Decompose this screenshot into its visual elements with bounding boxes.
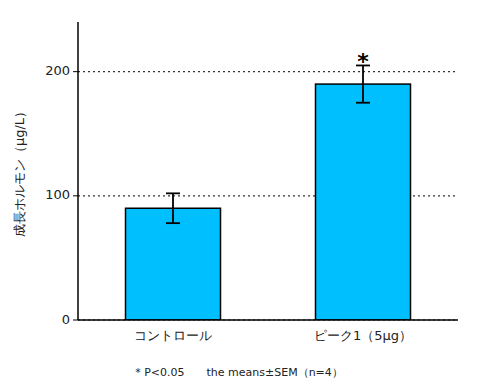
- y-tick-label: 200: [45, 63, 70, 78]
- chart-svg: 0 100 200 コントロール ピーク1（5μg） 成長ホルモン（μg/L） * * P<0…: [0, 0, 478, 386]
- y-tick: [73, 195, 78, 196]
- grid-line: [78, 71, 458, 72]
- error-cap: [166, 222, 180, 224]
- annotation: *: [357, 49, 369, 74]
- grid-line: [78, 319, 458, 320]
- y-axis-label: 成長ホルモン（μg/L）: [12, 105, 27, 237]
- y-tick-label: 0: [62, 312, 70, 327]
- error-cap: [356, 102, 370, 104]
- x-tick-label: コントロール: [134, 328, 212, 343]
- footnote: * P<0.05 the means±SEM（n=4）: [135, 366, 343, 379]
- y-tick: [73, 320, 78, 321]
- plot-area: [126, 65, 411, 320]
- axes: 0 100 200 コントロール ピーク1（5μg）: [45, 22, 458, 343]
- y-tick: [73, 71, 78, 72]
- error-line: [172, 193, 174, 223]
- grid: [78, 72, 458, 320]
- y-axis-line: [77, 22, 79, 320]
- bar: [126, 208, 221, 320]
- y-tick-label: 100: [45, 187, 70, 202]
- chart-container: 0 100 200 コントロール ピーク1（5μg） 成長ホルモン（μg/L） * * P<0…: [0, 0, 478, 386]
- x-axis-line: [78, 319, 458, 321]
- x-tick-label: ピーク1（5μg）: [314, 328, 412, 343]
- error-bar: [166, 193, 180, 223]
- bar: [316, 84, 411, 320]
- error-cap: [166, 192, 180, 194]
